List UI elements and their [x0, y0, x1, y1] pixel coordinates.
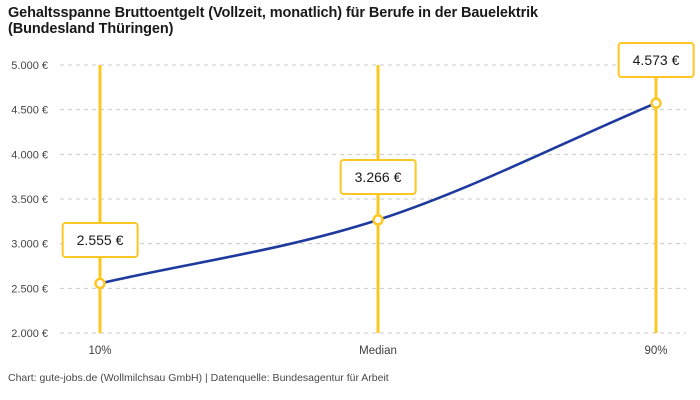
y-axis-tick-label: 4.000 €	[11, 149, 48, 161]
y-axis-tick-label: 2.000 €	[11, 328, 48, 340]
x-axis-label: 90%	[644, 345, 667, 357]
y-axis-tick-label: 4.500 €	[11, 105, 48, 117]
y-axis-tick-label: 5.000 €	[11, 60, 48, 72]
x-axis-label: Median	[359, 345, 397, 357]
x-axis-label: 10%	[88, 345, 111, 357]
y-axis-tick-label: 3.000 €	[11, 239, 48, 251]
chart-title-line2: (Bundesland Thüringen)	[8, 21, 174, 37]
chart-footer: Chart: gute-jobs.de (Wollmilchsau GmbH) …	[8, 372, 389, 384]
y-axis-tick-label: 3.500 €	[11, 194, 48, 206]
y-axis-tick-label: 2.500 €	[11, 283, 48, 295]
chart-title: Gehaltsspanne Bruttoentgelt (Vollzeit, m…	[8, 5, 538, 37]
data-point-marker	[94, 277, 106, 290]
chart-title-line1: Gehaltsspanne Bruttoentgelt (Vollzeit, m…	[8, 5, 539, 21]
data-point-marker	[650, 97, 662, 109]
data-point-marker	[372, 214, 384, 226]
